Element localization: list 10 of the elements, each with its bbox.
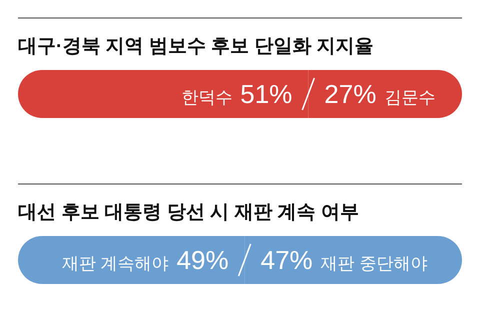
chart-title: 대구·경북 지역 범보수 후보 단일화 지지율 <box>18 36 374 57</box>
series-label: 재판 중단해야 <box>320 254 428 273</box>
series-label: 김문수 <box>384 88 436 107</box>
chart-title: 대선 후보 대통령 당선 시 재판 계속 여부 <box>18 202 359 223</box>
data-label: 51% <box>240 79 292 109</box>
data-label: 27% <box>324 79 376 109</box>
series-label: 한덕수 <box>181 88 232 107</box>
series-label: 재판 계속해야 <box>62 254 169 273</box>
data-label: 47% <box>260 245 313 275</box>
data-label: 49% <box>176 245 229 275</box>
